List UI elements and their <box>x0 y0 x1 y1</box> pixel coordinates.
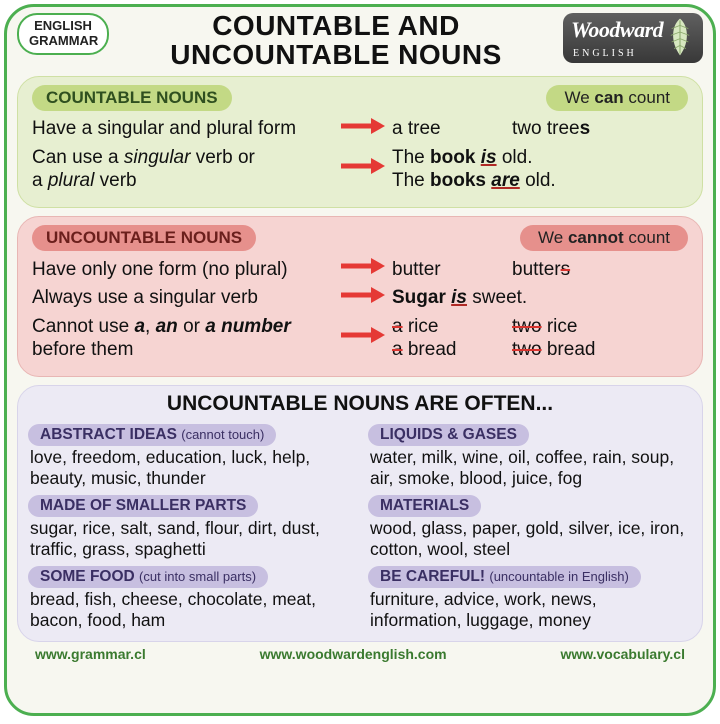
panels: COUNTABLE NOUNS We can count Have a sing… <box>17 76 703 642</box>
brand-sub: ENGLISH <box>573 48 637 59</box>
arrow-icon <box>332 326 392 351</box>
category-pill: SOME FOOD (cut into small parts) <box>28 566 268 588</box>
category-text: wood, glass, paper, gold, silver, ice, i… <box>368 518 692 562</box>
title-line1: COUNTABLE AND <box>117 11 555 40</box>
corner-tag: ENGLISH GRAMMAR <box>17 13 109 55</box>
category-pill: MATERIALS <box>368 495 481 517</box>
countable-panel: COUNTABLE NOUNS We can count Have a sing… <box>17 76 703 208</box>
uncountable-row-3: Cannot use a, an or a number before them… <box>32 315 688 363</box>
corner-tag-line1: ENGLISH <box>29 19 97 34</box>
title-line2: UNCOUNTABLE NOUNS <box>117 40 555 69</box>
countable-row-1: Have a singular and plural form a tree t… <box>32 117 688 142</box>
category-text: water, milk, wine, oil, coffee, rain, so… <box>368 447 692 491</box>
brand-logo: Woodward ENGLISH <box>563 13 703 63</box>
often-panel: UNCOUNTABLE NOUNS ARE OFTEN... ABSTRACT … <box>17 385 703 642</box>
category-text: sugar, rice, salt, sand, flour, dirt, du… <box>28 518 352 562</box>
title: COUNTABLE AND UNCOUNTABLE NOUNS <box>117 11 555 70</box>
uncountable-row-2: Always use a singular verb Sugar is swee… <box>32 286 688 311</box>
often-col-left: ABSTRACT IDEAS (cannot touch) love, free… <box>28 420 352 633</box>
footer-links: www.grammar.cl www.woodwardenglish.com w… <box>17 646 703 662</box>
arrow-icon <box>332 257 392 282</box>
corner-tag-line2: GRAMMAR <box>29 34 97 49</box>
category-text: bread, fish, cheese, chocolate, meat, ba… <box>28 589 352 633</box>
arrow-icon <box>332 157 392 182</box>
often-title: UNCOUNTABLE NOUNS ARE OFTEN... <box>28 392 692 416</box>
footer-link: www.grammar.cl <box>35 646 146 662</box>
category-pill: LIQUIDS & GASES <box>368 424 529 446</box>
footer-link: www.woodwardenglish.com <box>260 646 447 662</box>
category-pill: BE CAREFUL! (uncountable in English) <box>368 566 641 588</box>
countable-row-2: Can use a singular verb or a plural verb… <box>32 146 688 194</box>
example: two trees <box>512 117 602 141</box>
uncountable-heading: UNCOUNTABLE NOUNS <box>32 225 256 251</box>
category-pill: MADE OF SMALLER PARTS <box>28 495 258 517</box>
example: a tree <box>392 117 482 141</box>
footer-link: www.vocabulary.cl <box>560 646 685 662</box>
category-text: furniture, advice, work, news, informati… <box>368 589 692 633</box>
fern-icon <box>663 17 697 57</box>
countable-subhead: We can count <box>546 85 688 111</box>
arrow-icon <box>332 286 392 311</box>
uncountable-row-1: Have only one form (no plural) butter bu… <box>32 257 688 282</box>
poster-frame: Woodward Woodward Woodward ENGLISH GRAMM… <box>4 4 716 716</box>
uncountable-subhead: We cannot count <box>520 225 688 251</box>
uncountable-panel: UNCOUNTABLE NOUNS We cannot count Have o… <box>17 216 703 377</box>
top-bar: ENGLISH GRAMMAR COUNTABLE AND UNCOUNTABL… <box>17 13 703 70</box>
arrow-icon <box>332 117 392 142</box>
category-text: love, freedom, education, luck, help, be… <box>28 447 352 491</box>
countable-heading: COUNTABLE NOUNS <box>32 85 232 111</box>
category-pill: ABSTRACT IDEAS (cannot touch) <box>28 424 276 446</box>
often-col-right: LIQUIDS & GASES water, milk, wine, oil, … <box>368 420 692 633</box>
